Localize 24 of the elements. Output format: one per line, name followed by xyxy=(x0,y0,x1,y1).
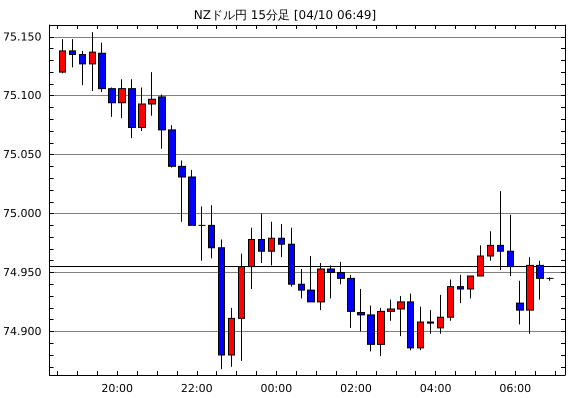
candlestick xyxy=(347,274,355,328)
y-tick-label: 75.050 xyxy=(2,148,42,162)
x-tick-label: 22:00 xyxy=(180,382,213,395)
candlestick xyxy=(516,280,524,325)
chart-title: NZドル円 15分足 [04/10 06:49] xyxy=(194,8,376,22)
candlestick xyxy=(467,276,474,299)
candlestick xyxy=(79,50,86,86)
x-tick-label: 06:00 xyxy=(499,382,532,395)
y-tick-label: 75.100 xyxy=(2,89,42,102)
candlestick xyxy=(457,274,464,304)
y-tick-label: 75.150 xyxy=(2,30,42,44)
candlestick xyxy=(278,224,285,258)
candlestick xyxy=(487,230,494,262)
x-tick-label: 20:00 xyxy=(101,382,134,395)
x-tick-label: 04:00 xyxy=(420,382,452,395)
x-tick-label: 00:00 xyxy=(260,382,292,395)
y-tick-label: 75.000 xyxy=(2,207,42,220)
x-tick-label: 02:00 xyxy=(340,382,372,395)
candlestick xyxy=(546,276,554,282)
candlestick xyxy=(447,279,454,322)
candlestick xyxy=(387,299,395,322)
y-tick-label: 74.950 xyxy=(2,266,42,279)
y-tick-label: 74.900 xyxy=(2,324,42,338)
candlestick xyxy=(98,42,106,93)
